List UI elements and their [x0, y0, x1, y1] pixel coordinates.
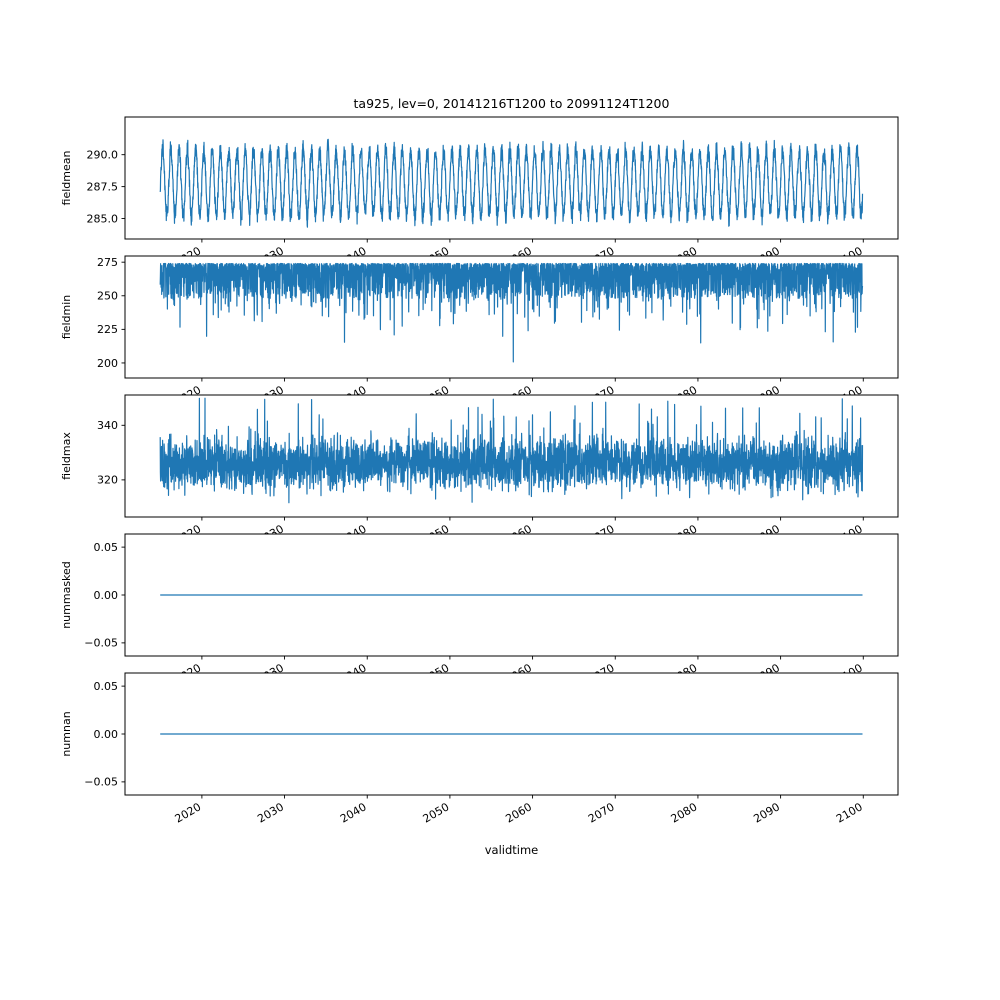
y-tick-label: 250 — [97, 290, 118, 303]
y-axis-ticks: 320 340 — [97, 419, 125, 487]
y-axis-ticks: −0.05 0.00 0.05 — [84, 680, 125, 789]
y-tick-label: −0.05 — [84, 637, 118, 650]
series-line-fieldmax — [159, 397, 864, 504]
y-axis-ticks: 285.0 287.5 290.0 — [87, 148, 125, 225]
y-tick-label: 290.0 — [87, 148, 119, 161]
y-axis-label-nummasked: nummasked — [60, 561, 73, 629]
x-tick-label: 2020 — [173, 800, 204, 825]
x-tick-label: 2100 — [834, 800, 865, 825]
series-line-fieldmean — [159, 138, 864, 228]
y-tick-label: 340 — [97, 419, 118, 432]
y-tick-label: 0.05 — [94, 680, 119, 693]
x-tick-label: 2080 — [669, 800, 700, 825]
y-tick-label: −0.05 — [84, 776, 118, 789]
y-axis-label-fieldmin: fieldmin — [60, 295, 73, 340]
y-axis-label-fieldmax: fieldmax — [60, 432, 73, 480]
y-tick-label: 200 — [97, 357, 118, 370]
x-tick-label: 2060 — [503, 800, 534, 825]
y-tick-label: 225 — [97, 323, 118, 336]
y-tick-label: 285.0 — [87, 212, 119, 225]
y-tick-label: 0.00 — [94, 728, 119, 741]
x-axis-label: validtime — [484, 843, 539, 857]
y-tick-label: 0.05 — [94, 541, 119, 554]
y-axis-label-numnan: numnan — [60, 711, 73, 756]
chart-title: ta925, lev=0, 20141216T1200 to 20991124T… — [353, 96, 670, 111]
x-tick-label: 2090 — [751, 800, 782, 825]
y-axis-label-fieldmean: fieldmean — [60, 151, 73, 206]
y-tick-label: 275 — [97, 256, 118, 269]
x-tick-label: 2040 — [338, 800, 369, 825]
y-tick-label: 287.5 — [87, 180, 119, 193]
y-axis-ticks: 200 225 250 275 — [97, 256, 125, 370]
series-line-fieldmin — [159, 262, 864, 363]
y-tick-label: 320 — [97, 474, 118, 487]
x-tick-label: 2030 — [255, 800, 286, 825]
y-tick-label: 0.00 — [94, 589, 119, 602]
x-tick-label: 2070 — [586, 800, 617, 825]
x-tick-label: 2050 — [421, 800, 452, 825]
y-axis-ticks: −0.05 0.00 0.05 — [84, 541, 125, 650]
x-axis-ticks: 2020 2030 2040 2050 2060 2070 2080 2090 2100 — [173, 795, 865, 826]
